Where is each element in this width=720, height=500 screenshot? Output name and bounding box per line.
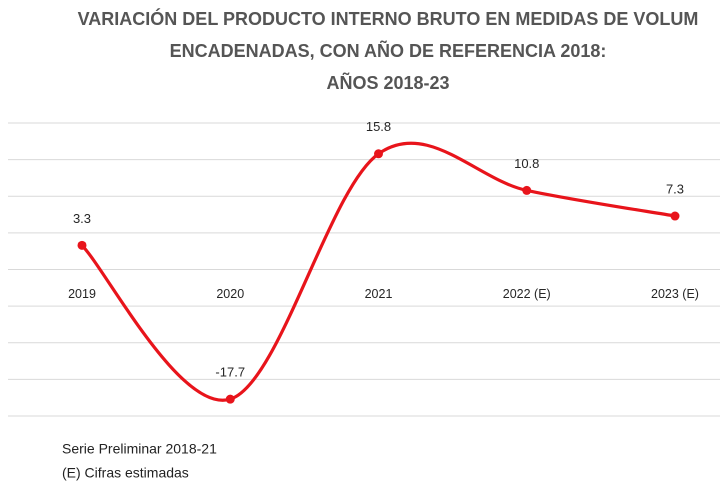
note: (E) Cifras estimadas xyxy=(62,465,189,481)
x-tick-label: 2019 xyxy=(68,287,96,301)
data-label: -17.7 xyxy=(215,365,245,380)
data-label: 10.8 xyxy=(514,156,539,171)
x-tick-label: 2021 xyxy=(365,287,393,301)
point xyxy=(225,394,235,404)
note: Serie Preliminar 2018-21 xyxy=(62,441,217,457)
data-label: 7.3 xyxy=(666,181,684,196)
line xyxy=(80,141,677,402)
x-tick-label: 2022 (E) xyxy=(503,287,551,301)
point xyxy=(77,240,87,250)
x-tick-label: 2020 xyxy=(216,287,244,301)
data-label: 3.3 xyxy=(73,211,91,226)
point xyxy=(670,211,680,221)
chart-title: AÑOS 2018-23 xyxy=(326,72,449,93)
point xyxy=(522,185,532,195)
x-tick-label: 2023 (E) xyxy=(651,287,699,301)
chart-title: VARIACIÓN DEL PRODUCTO INTERNO BRUTO EN … xyxy=(78,8,699,29)
point xyxy=(374,149,383,159)
data-label: 15.8 xyxy=(366,119,391,134)
chart-title: ENCADENADAS, CON AÑO DE REFERENCIA 2018: xyxy=(170,40,607,61)
